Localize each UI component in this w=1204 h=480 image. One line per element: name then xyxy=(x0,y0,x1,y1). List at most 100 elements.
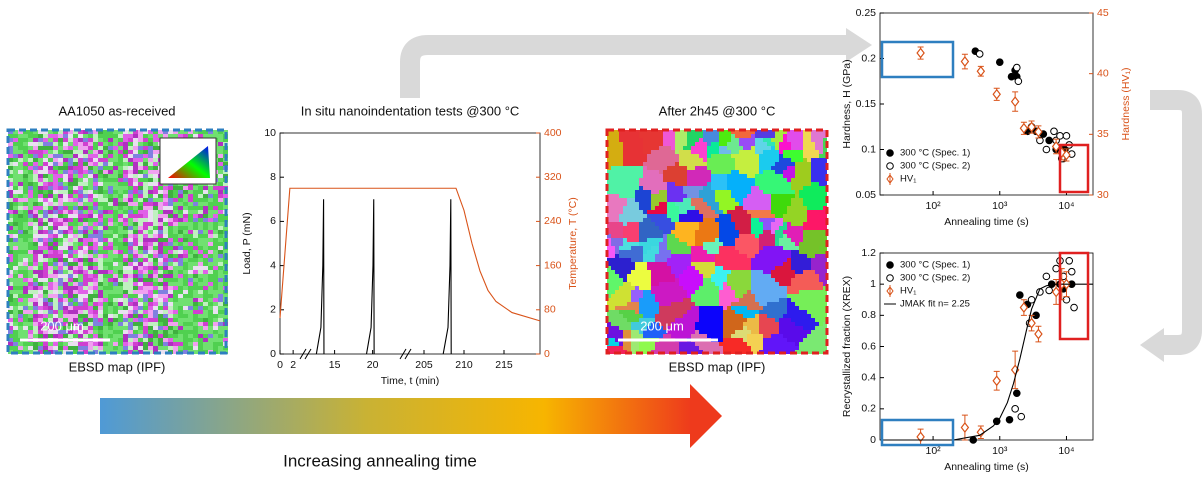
ebsd-pixel xyxy=(18,282,23,286)
ebsd-pixel xyxy=(695,246,699,250)
ebsd-pixel xyxy=(651,258,655,262)
ebsd-pixel xyxy=(719,282,723,286)
ebsd-pixel xyxy=(143,266,148,270)
ebsd-pixel xyxy=(168,322,173,326)
ebsd-pixel xyxy=(711,134,715,138)
ebsd-pixel xyxy=(123,310,128,314)
ebsd-pixel xyxy=(43,206,48,210)
ebsd-pixel xyxy=(759,262,763,266)
ebsd-pixel xyxy=(193,282,198,286)
ebsd-pixel xyxy=(193,202,198,206)
ebsd-pixel xyxy=(48,322,53,326)
ebsd-pixel xyxy=(63,190,68,194)
ebsd-pixel xyxy=(13,266,18,270)
ebsd-pixel xyxy=(639,286,643,290)
ebsd-pixel xyxy=(108,222,113,226)
ebsd-pixel xyxy=(218,262,223,266)
ebsd-pixel xyxy=(178,206,183,210)
ebsd-pixel xyxy=(13,310,18,314)
ebsd-pixel xyxy=(643,254,647,258)
ebsd-pixel xyxy=(751,334,755,338)
ebsd-pixel xyxy=(695,294,699,298)
ebsd-pixel xyxy=(18,314,23,318)
ebsd-pixel xyxy=(671,266,675,270)
ebsd-pixel xyxy=(143,230,148,234)
ebsd-pixel xyxy=(23,226,28,230)
ebsd-pixel xyxy=(635,222,639,226)
ebsd-pixel xyxy=(38,182,43,186)
ebsd-pixel xyxy=(88,154,93,158)
ebsd-pixel xyxy=(683,242,687,246)
ebsd-pixel xyxy=(28,238,33,242)
ebsd-pixel xyxy=(751,214,755,218)
ebsd-pixel xyxy=(133,310,138,314)
ebsd-pixel xyxy=(735,170,739,174)
ebsd-pixel xyxy=(143,182,148,186)
ebsd-pixel xyxy=(148,322,153,326)
ebsd-pixel xyxy=(643,218,647,222)
ebsd-pixel xyxy=(63,294,68,298)
ebsd-pixel xyxy=(58,194,63,198)
ebsd-pixel xyxy=(739,314,743,318)
ebsd-pixel xyxy=(23,198,28,202)
ebsd-pixel xyxy=(128,290,133,294)
ebsd-pixel xyxy=(735,282,739,286)
ebsd-pixel xyxy=(218,158,223,162)
ebsd-pixel xyxy=(683,166,687,170)
ebsd-pixel xyxy=(731,302,735,306)
ebsd-pixel xyxy=(767,162,771,166)
ebsd-pixel xyxy=(218,130,223,134)
ebsd-pixel xyxy=(98,198,103,202)
ebsd-pixel xyxy=(103,154,108,158)
ebsd-pixel xyxy=(727,254,731,258)
ebsd-pixel xyxy=(223,206,228,210)
ebsd-pixel xyxy=(623,150,627,154)
ebsd-pixel xyxy=(779,182,783,186)
ebsd-pixel xyxy=(118,322,123,326)
ebsd-pixel xyxy=(639,306,643,310)
ebsd-pixel xyxy=(715,186,719,190)
ebsd-pixel xyxy=(53,250,58,254)
ebsd-pixel xyxy=(687,318,691,322)
ebsd-pixel xyxy=(775,158,779,162)
ebsd-pixel xyxy=(779,310,783,314)
ebsd-pixel xyxy=(783,322,787,326)
ebsd-pixel xyxy=(659,174,663,178)
ebsd-pixel xyxy=(83,206,88,210)
ebsd-pixel xyxy=(743,282,747,286)
ebsd-pixel xyxy=(639,150,643,154)
ebsd-pixel xyxy=(143,246,148,250)
ebsd-pixel xyxy=(68,314,73,318)
ebsd-pixel xyxy=(13,278,18,282)
ebsd-pixel xyxy=(699,202,703,206)
ebsd-pixel xyxy=(73,186,78,190)
ebsd-pixel xyxy=(779,258,783,262)
ebsd-pixel xyxy=(183,210,188,214)
ebsd-pixel xyxy=(108,274,113,278)
ebsd-pixel xyxy=(203,266,208,270)
ebsd-pixel xyxy=(671,346,675,350)
ebsd-pixel xyxy=(63,166,68,170)
ebsd-pixel xyxy=(128,206,133,210)
ebsd-pixel xyxy=(33,290,38,294)
ebsd-pixel xyxy=(98,222,103,226)
ebsd-pixel xyxy=(755,186,759,190)
ebsd-pixel xyxy=(731,154,735,158)
ebsd-pixel xyxy=(178,290,183,294)
ebsd-pixel xyxy=(148,178,153,182)
ebsd-pixel xyxy=(631,162,635,166)
ebsd-pixel xyxy=(153,146,158,150)
ebsd-pixel xyxy=(38,350,43,354)
ebsd-pixel xyxy=(183,226,188,230)
ebsd-pixel xyxy=(659,258,663,262)
ebsd-pixel xyxy=(133,314,138,318)
ebsd-pixel xyxy=(631,330,635,334)
ebsd-pixel xyxy=(98,182,103,186)
ebsd-pixel xyxy=(655,334,659,338)
ebsd-pixel xyxy=(699,134,703,138)
ebsd-pixel xyxy=(687,254,691,258)
ebsd-pixel xyxy=(623,262,627,266)
ebsd-pixel xyxy=(13,298,18,302)
ebsd-pixel xyxy=(759,314,763,318)
ebsd-pixel xyxy=(203,246,208,250)
